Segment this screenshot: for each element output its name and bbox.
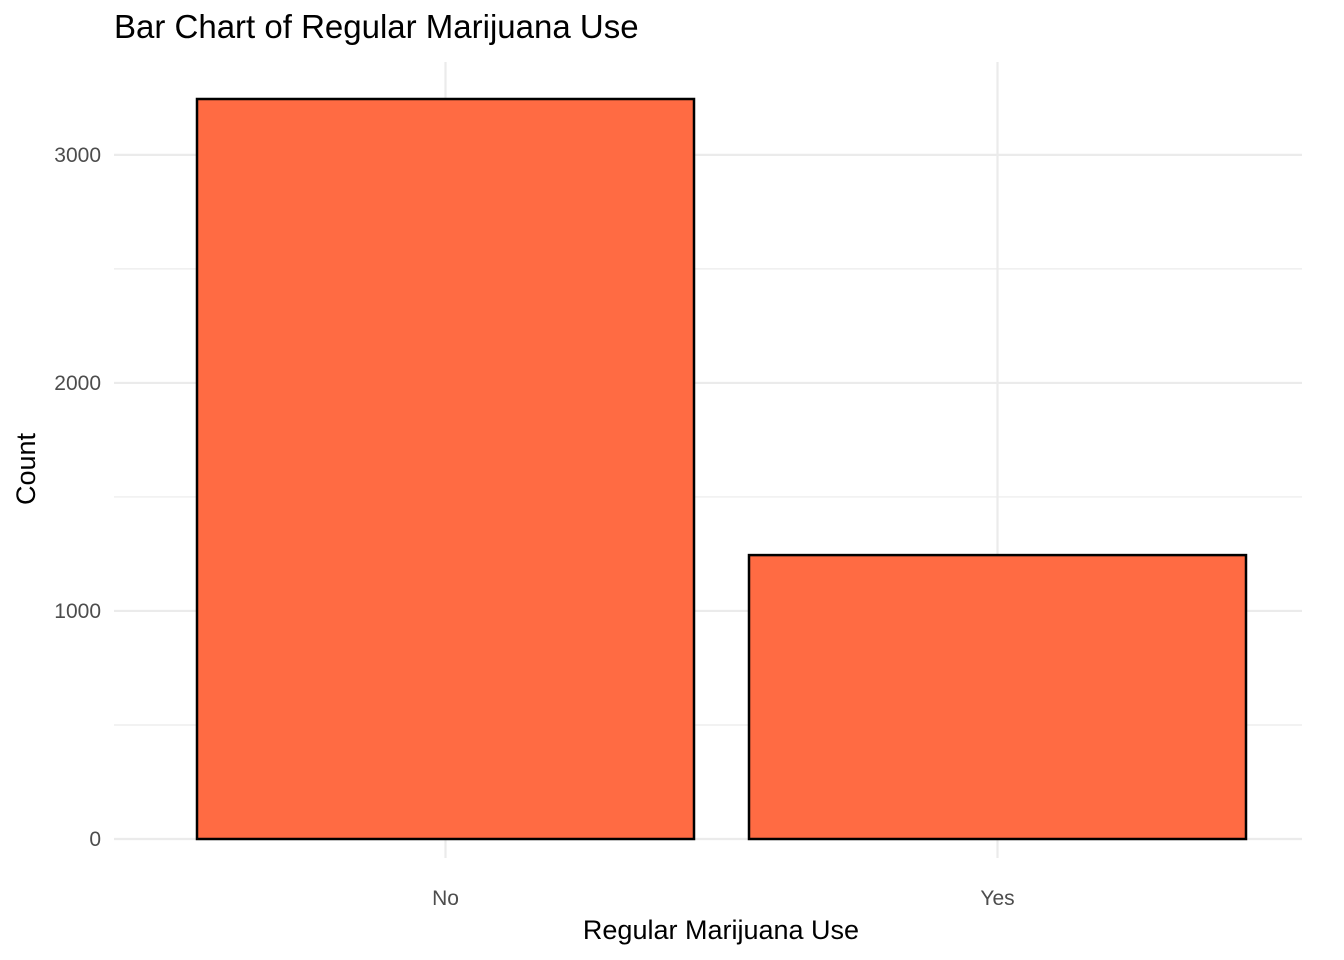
y-tick-label: 2000 (54, 372, 101, 395)
y-axis-title: Count (11, 432, 41, 505)
y-tick-label: 1000 (54, 600, 101, 623)
x-tick-label: No (432, 887, 459, 910)
y-tick-label: 3000 (54, 144, 101, 167)
chart-title: Bar Chart of Regular Marijuana Use (114, 8, 639, 45)
y-tick-labels: 0 1000 2000 3000 (54, 144, 101, 851)
bar-no (195, 97, 696, 841)
x-tick-label: Yes (980, 887, 1014, 910)
x-tick-labels: No Yes (432, 887, 1015, 910)
y-tick-label: 0 (89, 828, 101, 851)
bars (195, 97, 1248, 841)
bar-yes (747, 553, 1248, 841)
x-axis-title: Regular Marijuana Use (583, 915, 859, 945)
